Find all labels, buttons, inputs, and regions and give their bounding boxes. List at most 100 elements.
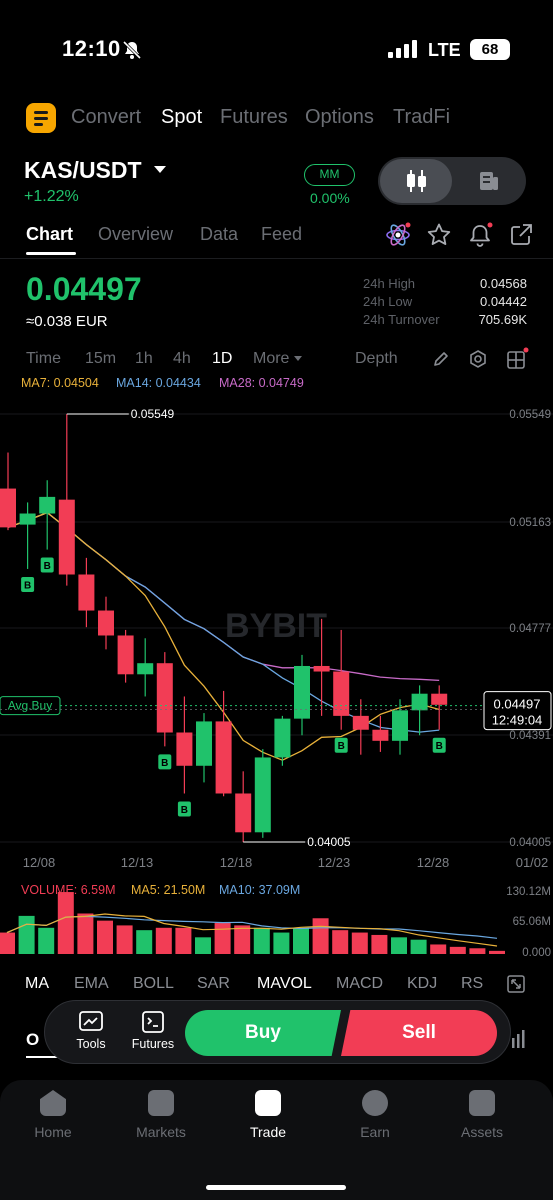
nav-assets-label: Assets [460,1124,503,1140]
sell-button[interactable]: Sell [341,1010,497,1056]
stat-label-24h-low: 24h Low [363,294,413,309]
alert-bell-icon[interactable] [467,222,493,248]
indicator-sar[interactable]: SAR [197,975,230,992]
interval-1h[interactable]: 1h [135,350,153,367]
candle-body [196,721,212,766]
expand-icon[interactable] [507,975,525,993]
tab-data[interactable]: Data [200,224,239,244]
status-time: 12:10 [62,36,121,61]
share-icon[interactable] [508,222,534,248]
y-tick-label: 0.04391 [509,730,551,742]
y-tick-label: 0.05549 [509,409,551,421]
interval-more[interactable]: More [253,350,290,367]
bar-chart-icon[interactable] [511,1030,527,1048]
buy-marker [158,754,172,770]
candle-body [0,488,16,528]
tab-chart[interactable]: Chart [26,224,74,244]
volume-tick-label: 130.12M [506,886,551,898]
nav-spot[interactable]: Spot [161,106,203,128]
candle-body [372,729,389,741]
indicator-ma[interactable]: MA [25,975,49,992]
candle-body [117,635,134,675]
candlestick-view-button[interactable] [380,159,452,203]
battery-indicator: 68 [470,39,510,60]
volume-bar [38,927,55,954]
volume-bar [234,925,251,954]
nav-convert[interactable]: Convert [71,106,142,128]
stat-label-24h-high: 24h High [363,276,416,291]
nav-futures[interactable]: Futures [220,106,288,128]
candle-body [411,693,428,711]
countdown-label: 12:49:04 [492,713,543,728]
volume-bar [116,925,133,954]
nav-earn[interactable]: Earn [340,1090,410,1140]
home-icon [40,1090,66,1116]
indicator-rs[interactable]: RS [461,975,484,992]
nav-trade[interactable]: Trade [233,1090,303,1140]
depth-button[interactable]: Depth [355,350,398,367]
price-chart[interactable]: BYBIT B B B B B B 0.05549 0.05163 0.04777 0.0439… [0,395,553,965]
candle-body [431,693,448,705]
buy-marker-label: B [24,580,31,591]
bell-off-icon [122,40,142,60]
nav-options[interactable]: Options [305,106,374,128]
fiat-price: ≈0.038 EUR [26,313,108,330]
draw-pencil-icon[interactable] [431,349,451,369]
interval-time[interactable]: Time [26,350,61,367]
ma14-legend: MA14: 0.04434 [116,376,201,390]
volume-tick-label: 65.06M [513,916,551,928]
volume-bar [469,948,486,954]
pair-change: +1.22% [24,188,79,205]
ai-assistant-icon[interactable] [385,222,411,248]
x-tick-label: 12/13 [121,855,154,870]
interval-1d[interactable]: 1D [212,350,233,367]
indicator-kdj[interactable]: KDJ [407,975,438,992]
nav-home[interactable]: Home [18,1090,88,1140]
current-price-box [483,691,552,731]
tab-feed[interactable]: Feed [261,224,303,244]
buy-button[interactable]: Buy [185,1010,341,1056]
last-price: 0.04497 [26,271,142,307]
candle-body [294,665,310,719]
candle-body [235,793,252,833]
volume-bar [175,927,192,954]
order-book-icon [480,172,498,190]
volume-bar [332,930,349,954]
pair-dropdown-icon[interactable] [154,166,166,173]
candle-body [392,710,408,741]
layout-grid-icon[interactable] [505,347,529,371]
volume-bar [155,927,172,954]
candle-body [313,665,330,672]
menu-button[interactable] [26,103,56,133]
trade-view-button[interactable] [452,159,524,203]
nav-tradfi[interactable]: TradFi [393,106,451,128]
indicator-settings-icon[interactable] [468,349,488,369]
volume-bar [293,927,309,954]
low-label: 0.04005 [307,835,351,849]
view-toggle[interactable] [378,157,526,205]
interval-15m[interactable]: 15m [85,350,117,367]
candlestick-icon [407,170,426,192]
bottom-nav: Home Markets Trade Earn Assets [0,1080,553,1200]
indicator-boll[interactable]: BOLL [133,975,174,992]
orders-tab[interactable]: O [26,1030,40,1049]
indicator-macd[interactable]: MACD [336,975,384,992]
x-tick-label: 12/28 [417,855,450,870]
y-tick-label: 0.04005 [509,837,551,849]
nav-assets[interactable]: Assets [447,1090,517,1140]
trade-icon [255,1090,281,1116]
indicator-mavol[interactable]: MAVOL [257,975,312,992]
star-icon[interactable] [426,222,452,248]
mm-badge[interactable]: MM [304,164,355,186]
buy-marker [40,557,54,573]
interval-4h[interactable]: 4h [173,350,191,367]
more-caret-icon[interactable] [294,356,302,361]
nav-markets[interactable]: Markets [126,1090,196,1140]
pair-symbol[interactable]: KAS/USDT [24,157,142,183]
tools-button[interactable]: Tools [61,1011,121,1051]
tab-overview[interactable]: Overview [98,224,174,244]
x-tick-label: 12/08 [23,855,56,870]
indicator-ema[interactable]: EMA [74,975,109,992]
nav-home-label: Home [34,1124,72,1140]
futures-button[interactable]: Futures [123,1011,183,1051]
